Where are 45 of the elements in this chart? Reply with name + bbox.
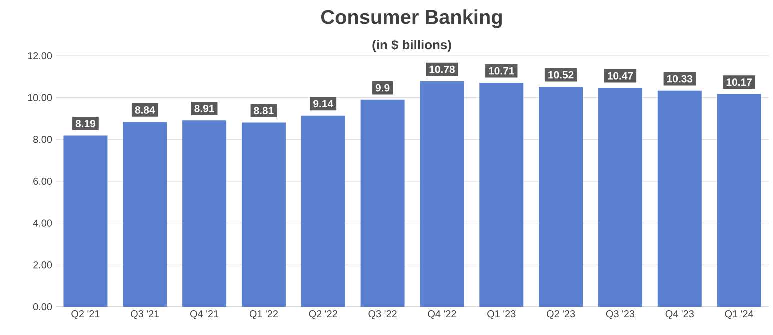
x-tick-label: Q4 '21 [190, 310, 219, 320]
x-tick-label: Q3 '23 [606, 310, 635, 320]
data-label: 10.52 [548, 71, 574, 79]
data-label: 9.14 [314, 100, 334, 108]
data-label: 9.9 [376, 84, 390, 92]
x-tick-label: Q2 '21 [72, 310, 100, 320]
data-label: 8.91 [194, 105, 214, 112]
x-tick-label: Q4 '23 [666, 310, 694, 320]
y-tick-label: 6.00 [34, 178, 52, 186]
y-tick-label: 0.00 [33, 303, 52, 311]
bar [64, 136, 108, 307]
y-tick-label: 12.00 [28, 52, 52, 60]
x-tick-label: Q3 '21 [131, 310, 160, 320]
bar [717, 94, 762, 307]
bar [182, 120, 227, 307]
data-label: 10.17 [726, 78, 752, 86]
chart-title: Consumer Banking [321, 10, 502, 28]
x-tick-label: Q3 '22 [368, 310, 397, 320]
data-label: 8.19 [76, 120, 96, 128]
x-tick-label: Q1 '22 [250, 310, 278, 320]
bar [123, 122, 168, 307]
x-tick-label: Q1 '23 [488, 310, 516, 320]
x-tick-label: Q2 '22 [309, 310, 338, 320]
bar [598, 88, 642, 307]
y-tick-label: 8.00 [34, 136, 52, 144]
bar [480, 82, 524, 307]
chart-subtitle: (in $ billions) [372, 40, 452, 52]
bar [242, 122, 286, 307]
bar [301, 116, 346, 307]
y-tick-label: 4.00 [33, 220, 52, 227]
data-label: 10.78 [430, 66, 455, 74]
data-label: 10.47 [608, 72, 634, 80]
y-tick-label: 2.00 [34, 262, 52, 269]
data-label: 8.84 [135, 106, 156, 114]
data-label: 10.71 [489, 67, 514, 75]
bar [420, 82, 464, 307]
bar [360, 100, 405, 307]
y-tick-label: 10.00 [28, 94, 52, 102]
bar [658, 90, 702, 307]
x-tick-label: Q4 '22 [428, 310, 456, 320]
x-tick-label: Q1 '24 [725, 310, 754, 320]
data-label: 8.81 [254, 107, 274, 115]
data-label: 10.33 [667, 75, 693, 83]
bar [539, 86, 584, 307]
x-tick-label: Q2 '23 [547, 310, 576, 320]
